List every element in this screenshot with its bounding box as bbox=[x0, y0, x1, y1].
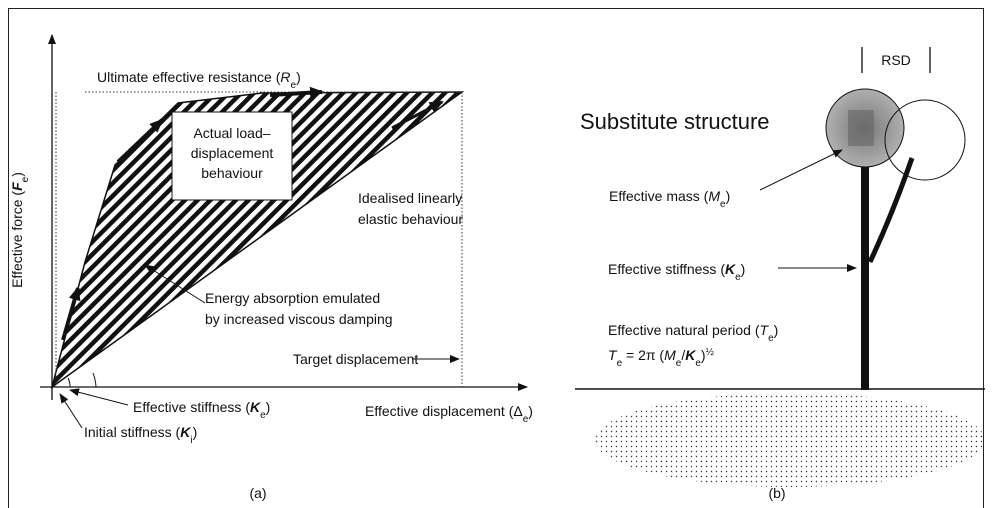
text-part: Effective displacement ( bbox=[365, 403, 514, 419]
pointer bbox=[69, 388, 129, 406]
text-part: K bbox=[685, 347, 696, 363]
energy-label: Energy absorption emulated bbox=[205, 290, 380, 306]
label-box bbox=[171, 111, 293, 201]
pointer bbox=[59, 393, 83, 429]
text-part: Effective stiffness ( bbox=[608, 261, 725, 277]
displaced-mass bbox=[884, 99, 966, 181]
text-part: M bbox=[664, 347, 676, 363]
stiffness-label: Effective stiffness (Ke) bbox=[608, 261, 745, 283]
text-part: e bbox=[291, 80, 297, 91]
ground-soil bbox=[595, 393, 985, 487]
target-label: Target displacement bbox=[293, 351, 418, 367]
text-part: Effective force ( bbox=[9, 191, 25, 288]
arrow bbox=[61, 286, 81, 341]
caption: (a) bbox=[249, 485, 266, 501]
text-part: K bbox=[250, 399, 261, 415]
text-part: ½ bbox=[706, 347, 715, 358]
text-part: ) bbox=[193, 424, 198, 440]
text-part: ) bbox=[296, 69, 301, 85]
text-part: Δ bbox=[513, 403, 522, 419]
deflected-pole bbox=[867, 157, 915, 264]
text-part: ) bbox=[9, 172, 25, 177]
text-part: ) bbox=[266, 399, 271, 415]
idealised-label: Idealised linearly bbox=[358, 190, 462, 206]
box-label: behaviour bbox=[201, 165, 263, 181]
text-part: R bbox=[280, 69, 290, 85]
resistance-label: Ultimate effective resistance (Re) bbox=[97, 69, 301, 91]
text-part: i bbox=[190, 435, 192, 446]
caption: (b) bbox=[768, 485, 785, 501]
text-part: M bbox=[708, 188, 720, 204]
box-label: Actual load– bbox=[193, 125, 270, 141]
mass-label: Effective mass (Me) bbox=[609, 188, 730, 210]
text-part: e bbox=[695, 358, 701, 369]
text-part: / bbox=[681, 347, 685, 363]
arrow bbox=[116, 118, 164, 164]
panel-a: Effective force (Fe) Ultimate effective … bbox=[9, 34, 533, 501]
arrow bbox=[269, 86, 324, 99]
formula: Te = 2π (Me/Ke)½ bbox=[608, 347, 715, 369]
text-part: ) bbox=[528, 403, 533, 419]
text-part: ) bbox=[726, 188, 731, 204]
x-axis-label: Effective displacement (Δe) bbox=[365, 403, 533, 425]
pointer bbox=[759, 149, 843, 191]
text-part: Initial stiffness ( bbox=[84, 424, 181, 440]
text-part: Ultimate effective resistance ( bbox=[97, 69, 281, 85]
text-part: Effective natural period ( bbox=[608, 322, 760, 338]
text-part: K bbox=[180, 424, 191, 440]
text-part: Effective stiffness ( bbox=[133, 399, 250, 415]
text-part: T bbox=[760, 322, 770, 338]
text-part: e bbox=[20, 176, 31, 182]
text-part: ) bbox=[774, 322, 779, 338]
text-part: e bbox=[260, 410, 266, 421]
text-part: T bbox=[608, 347, 618, 363]
y-axis-label: Effective force (Fe) bbox=[9, 172, 31, 288]
text-part: = 2π ( bbox=[622, 347, 664, 363]
text-part: e bbox=[720, 199, 726, 210]
title: Substitute structure bbox=[580, 109, 770, 134]
text-part: e bbox=[523, 414, 529, 425]
text-part: Effective mass ( bbox=[609, 188, 709, 204]
period-label: Effective natural period (Te) bbox=[608, 322, 778, 344]
box-label: displacement bbox=[191, 145, 274, 161]
energy-label: by increased viscous damping bbox=[205, 311, 393, 327]
angle-arc bbox=[92, 372, 97, 388]
text-part: K bbox=[725, 261, 736, 277]
idealised-label: elastic behaviour bbox=[358, 211, 463, 227]
text-part: ) bbox=[741, 261, 746, 277]
rsd-label: RSD bbox=[881, 52, 911, 68]
text-part: e bbox=[676, 358, 682, 369]
panel-b: Substitute structure RSD Effective mass … bbox=[575, 47, 985, 501]
arrow bbox=[391, 100, 444, 130]
angle-arc bbox=[67, 377, 71, 388]
effective-stiffness-label: Effective stiffness (Ke) bbox=[133, 399, 270, 421]
text-part: e bbox=[768, 333, 774, 344]
text-part: F bbox=[9, 182, 25, 191]
mass-shade bbox=[848, 110, 874, 146]
text-part: ) bbox=[701, 347, 706, 363]
text-part: e bbox=[735, 272, 741, 283]
frame bbox=[8, 8, 984, 508]
pointer bbox=[144, 264, 206, 304]
text-part: e bbox=[617, 358, 623, 369]
initial-stiffness-label: Initial stiffness (Ki) bbox=[84, 424, 197, 446]
